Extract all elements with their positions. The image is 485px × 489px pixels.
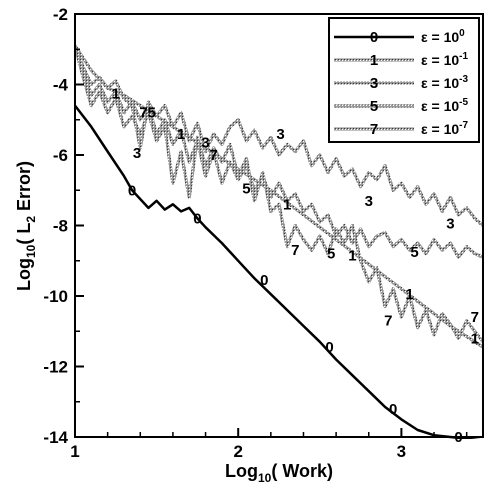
series-marker-label: 0 xyxy=(260,272,268,289)
x-axis-title-part: Log xyxy=(225,461,258,481)
series-line-3 xyxy=(75,45,485,227)
y-tick-label: -12 xyxy=(43,358,68,377)
series-marker-label: 1 xyxy=(405,286,413,303)
series-marker-label: 0 xyxy=(128,182,136,199)
x-tick-label: 3 xyxy=(397,442,406,461)
legend-entry: 3 ε = 10-3 xyxy=(334,74,469,92)
legend-label: ε = 100 xyxy=(421,28,465,45)
legend-label: ε = 10-3 xyxy=(421,74,469,91)
y-axis-title: Log10( L2 Error) xyxy=(14,161,38,291)
series-marker-label: 7 xyxy=(210,147,218,164)
legend-marker-label: 3 xyxy=(370,75,378,92)
series-marker-label: 1 xyxy=(348,248,356,265)
series-marker-label: 5 xyxy=(148,105,156,122)
legend-marker-label: 7 xyxy=(370,121,378,138)
series-marker-label: 1 xyxy=(177,126,185,143)
series-marker-label: 5 xyxy=(327,246,335,263)
y-axis-title-subscript: 2 xyxy=(24,216,38,223)
series-marker-label: 7 xyxy=(384,313,392,330)
series-marker-label: 5 xyxy=(242,181,250,198)
series-line-0 xyxy=(75,104,481,439)
y-axis-title-part: Log xyxy=(14,258,34,291)
series-marker-label: 3 xyxy=(276,126,284,143)
series-line-5 xyxy=(75,45,484,259)
series-marker-label: 3 xyxy=(201,135,209,152)
legend-marker-label: 5 xyxy=(370,98,378,115)
legend-marker-label: 1 xyxy=(370,52,378,69)
legend-entry: 1 ε = 10-1 xyxy=(334,51,469,69)
legend-marker-label: 0 xyxy=(370,29,378,46)
y-tick-label: -10 xyxy=(43,287,68,306)
legend-entry: 0 ε = 100 xyxy=(334,28,465,46)
y-tick-label: -14 xyxy=(43,428,68,447)
legend-label: ε = 10-5 xyxy=(421,97,469,114)
series-marker-label: 1 xyxy=(283,196,291,213)
y-axis-title-subscript: 10 xyxy=(24,244,38,258)
series-marker-label: 7 xyxy=(291,242,299,259)
y-tick-label: -4 xyxy=(53,76,69,95)
y-tick-label: -6 xyxy=(53,146,68,165)
y-tick-label: -2 xyxy=(53,5,68,24)
x-tick-label: 2 xyxy=(233,442,242,461)
series-marker-label: 3 xyxy=(365,193,373,210)
y-axis-title-part: Error) xyxy=(14,161,34,216)
legend-box xyxy=(328,17,480,143)
legend-entry: 5 ε = 10-5 xyxy=(334,97,469,115)
series-marker-label: 0 xyxy=(389,401,397,418)
y-axis-title-part: ( L xyxy=(14,223,34,245)
y-axis-ticks: -14 -12 -10 -8 -6 -4 -2 xyxy=(43,5,84,447)
legend-entry: 7 ε = 10-7 xyxy=(334,120,469,138)
series-marker-label: 0 xyxy=(193,210,201,227)
x-axis-ticks: 1 2 3 xyxy=(70,428,468,461)
x-axis-title-subscript: 10 xyxy=(258,471,272,485)
series-marker-label: 0 xyxy=(325,339,333,356)
x-axis-title-part: ( Work) xyxy=(271,461,333,481)
series-marker-label: 7 xyxy=(139,105,147,122)
series-marker-label: 1 xyxy=(471,330,479,347)
series-marker-label: 1 xyxy=(112,85,120,102)
y-tick-label: -8 xyxy=(53,217,68,236)
x-axis-title: Log10( Work) xyxy=(225,461,333,485)
series-marker-label: 7 xyxy=(471,309,479,326)
legend-label: ε = 10-1 xyxy=(421,51,469,68)
legend-label: ε = 10-7 xyxy=(421,120,469,137)
series-marker-label: 3 xyxy=(446,216,454,233)
series-line-1 xyxy=(75,44,484,349)
series-layer xyxy=(75,44,485,439)
series-marker-label: 3 xyxy=(133,145,141,162)
x-tick-label: 1 xyxy=(70,442,79,461)
legend: 0 ε = 100 1 ε = 10-1 3 ε = 10-3 5 ε = 10-5 7 ε = … xyxy=(328,17,480,143)
series-marker-label: 5 xyxy=(410,244,418,261)
series-line-7 xyxy=(75,45,485,343)
